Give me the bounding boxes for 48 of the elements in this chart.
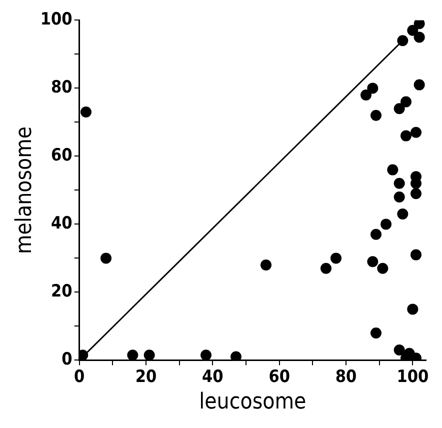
point: [397, 35, 408, 46]
point: [380, 218, 392, 230]
y-tick-label: 0: [62, 350, 72, 370]
point: [367, 256, 378, 268]
x-tick-label: 0: [74, 366, 85, 387]
point: [127, 350, 138, 360]
point: [230, 351, 242, 360]
point: [400, 96, 412, 108]
x-tick-label: 60: [268, 366, 290, 387]
point: [407, 304, 418, 315]
point: [394, 178, 405, 189]
point: [410, 126, 422, 138]
point: [144, 350, 155, 360]
point: [397, 208, 408, 220]
point: [394, 103, 405, 114]
point: [414, 32, 425, 43]
point: [414, 20, 425, 30]
point: [410, 249, 422, 260]
point: [370, 110, 382, 121]
x-tick-label: 100: [396, 366, 429, 387]
point: [394, 344, 405, 356]
y-tick-label: 80: [51, 78, 72, 98]
point: [330, 252, 342, 264]
point: [377, 262, 388, 274]
y-tick-label: 40: [51, 214, 72, 234]
x-tick-label: 40: [202, 366, 224, 387]
point: [387, 164, 398, 176]
point: [80, 106, 92, 118]
point: [394, 192, 405, 202]
point: [360, 90, 372, 100]
point: [200, 350, 212, 360]
y-tick-label: 60: [51, 146, 72, 166]
point: [367, 82, 378, 94]
point: [370, 228, 382, 240]
x-tick-label: 80: [335, 366, 357, 387]
point: [414, 79, 425, 90]
point: [370, 328, 382, 338]
y-axis-title: melanosome: [12, 126, 37, 254]
x-axis-title: leucosome: [199, 390, 306, 415]
point: [400, 130, 412, 142]
point: [407, 24, 418, 36]
point: [320, 262, 332, 274]
y-tick-label: 20: [51, 282, 72, 302]
y-tick-label: 100: [40, 10, 72, 30]
point: [100, 252, 112, 264]
point: [260, 260, 272, 270]
x-tick-label: 20: [135, 366, 157, 387]
point: [410, 188, 422, 200]
